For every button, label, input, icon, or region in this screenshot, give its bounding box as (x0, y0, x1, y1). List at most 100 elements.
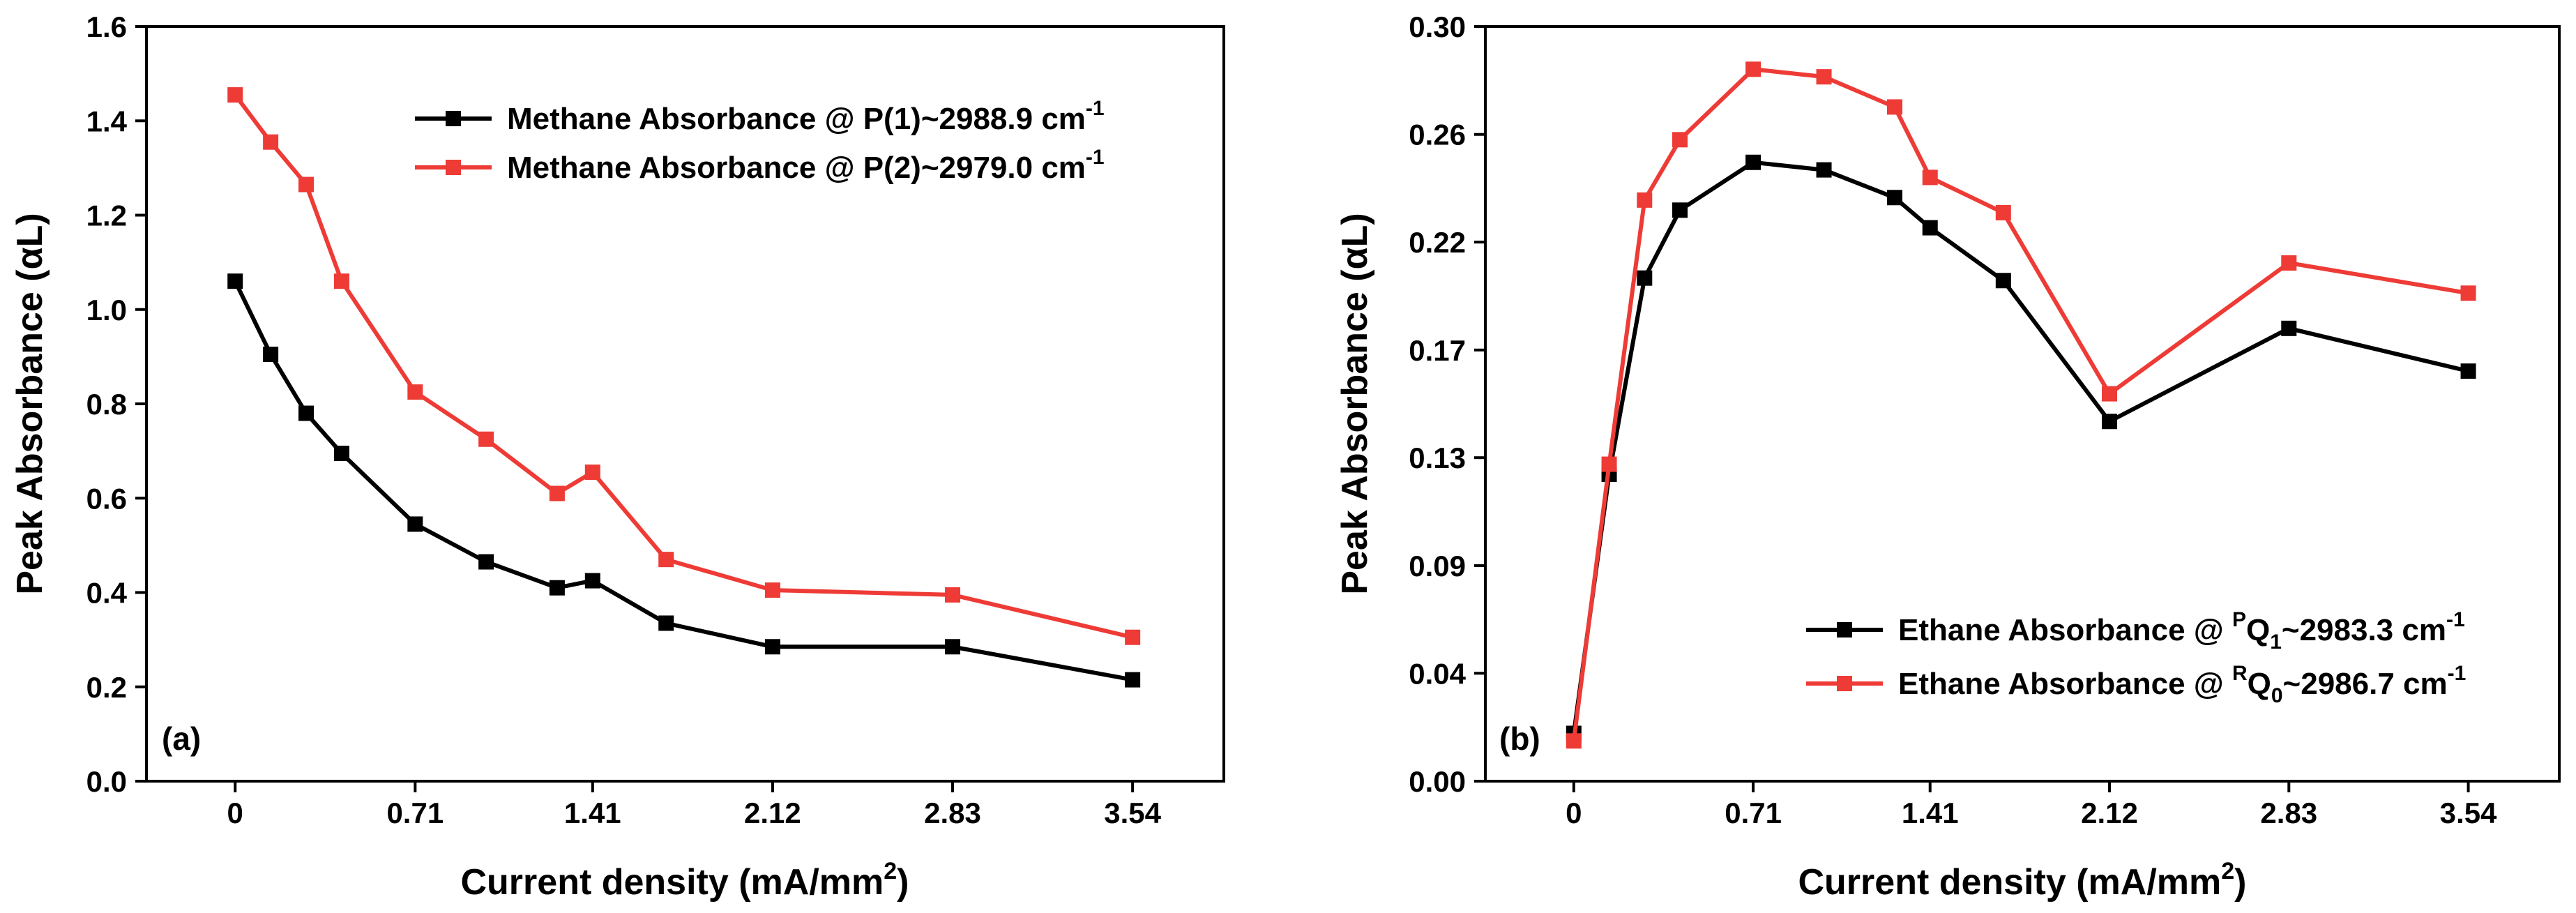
chart-panel-b: 0 0.71 1.41 2.12 2.83 3.54 0.00 0.04 0.09 0.13 0.1… (1335, 10, 2561, 903)
y-tick-label-b-1: 0.04 (1409, 657, 1466, 690)
data-point-a-1-8 (658, 552, 674, 568)
data-point-a-0-2 (298, 405, 315, 421)
data-point-a-0-9 (764, 639, 780, 655)
x-tick-label-b-1: 0.71 (1725, 797, 1782, 829)
data-point-a-0-0 (227, 273, 243, 289)
x-tick-label-b-5: 3.54 (2440, 797, 2497, 829)
plot-frame-b (1484, 25, 2561, 783)
x-tick-label-a-1: 0.71 (386, 797, 444, 829)
data-point-b-0-3 (1672, 202, 1688, 218)
y-tick-label-b-7: 0.30 (1409, 10, 1466, 43)
legend-marker-a-1 (446, 160, 461, 175)
data-point-b-0-6 (1887, 190, 1903, 206)
y-tick-label-b-6: 0.26 (1409, 119, 1466, 151)
data-point-b-0-2 (1637, 270, 1653, 286)
legend-a: Methane Absorbance @ P(1)~2988.9 cm-1 Me… (415, 97, 1105, 185)
legend-marker-b-0 (1837, 622, 1852, 637)
data-point-b-1-10 (2281, 255, 2297, 271)
data-point-a-1-10 (945, 587, 961, 603)
data-point-b-1-2 (1637, 192, 1653, 208)
x-axis-title-b: Current density (mA/mm2) (1798, 858, 2246, 903)
x-tick-label-b-3: 2.12 (2081, 797, 2138, 829)
y-axis-title-b: Peak Absorbance (αL) (1335, 213, 1375, 594)
y-tick-label-a-7: 1.4 (86, 105, 128, 137)
series-line-a-0 (233, 280, 1133, 682)
x-tick-label-a-4: 2.83 (924, 797, 981, 829)
legend-label-a-0: Methane Absorbance @ P(1)~2988.9 cm-1 (507, 97, 1105, 136)
data-point-a-1-1 (263, 134, 279, 150)
data-point-b-1-6 (1887, 99, 1903, 115)
data-point-b-0-8 (1995, 273, 2011, 289)
data-point-b-0-11 (2460, 363, 2476, 379)
data-point-b-1-3 (1672, 132, 1688, 148)
data-point-a-1-11 (1125, 629, 1141, 645)
data-point-b-0-10 (2281, 320, 2297, 336)
data-point-b-0-7 (1922, 220, 1938, 236)
data-point-b-0-9 (2102, 414, 2118, 430)
data-point-b-1-7 (1922, 169, 1938, 186)
data-point-a-0-7 (584, 573, 600, 589)
y-tick-label-a-3: 0.6 (86, 482, 127, 515)
x-tick-label-a-5: 3.54 (1104, 797, 1161, 829)
legend-b: Ethane Absorbance @ PQ1~2983.3 cm-1 Etha… (1806, 608, 2466, 707)
data-point-b-1-5 (1816, 69, 1832, 85)
data-point-a-0-3 (333, 446, 349, 462)
data-point-a-0-4 (407, 516, 423, 532)
data-point-a-0-6 (549, 580, 565, 596)
data-point-a-1-2 (298, 176, 315, 193)
data-point-b-1-9 (2102, 386, 2118, 402)
data-point-a-1-0 (227, 87, 243, 103)
y-tick-label-a-2: 0.4 (86, 577, 128, 610)
data-point-a-1-3 (333, 273, 349, 289)
data-point-b-1-4 (1745, 61, 1761, 77)
data-point-b-1-0 (1566, 733, 1582, 749)
data-point-a-1-7 (584, 465, 600, 481)
x-tick-label-a-0: 0 (227, 797, 243, 829)
y-tick-label-a-0: 0.0 (86, 765, 127, 798)
x-tick-label-b-4: 2.83 (2260, 797, 2317, 829)
data-point-b-1-11 (2460, 285, 2476, 301)
data-point-b-1-8 (1995, 204, 2011, 220)
series-line-b-0 (1571, 160, 2469, 734)
legend-marker-a-0 (446, 111, 461, 126)
y-tick-label-b-4: 0.17 (1409, 334, 1466, 367)
y-tick-label-a-4: 0.8 (86, 388, 127, 421)
y-tick-label-b-5: 0.22 (1409, 226, 1466, 259)
data-point-a-0-10 (945, 639, 961, 655)
legend-label-a-1: Methane Absorbance @ P(2)~2979.0 cm-1 (507, 146, 1105, 185)
series-group-b (1566, 61, 2476, 749)
data-point-a-0-1 (263, 346, 279, 362)
y-tick-label-b-3: 0.13 (1409, 442, 1466, 474)
series-group-a (227, 87, 1141, 688)
x-tick-label-a-2: 1.41 (564, 797, 621, 829)
y-axis-title-a: Peak Absorbance (αL) (10, 213, 50, 594)
series-line-b-1 (1571, 67, 2469, 741)
y-tick-label-b-0: 0.00 (1409, 765, 1466, 798)
data-point-a-0-8 (658, 615, 674, 631)
data-point-b-0-5 (1816, 162, 1832, 178)
legend-label-b-1: Ethane Absorbance @ RQ0~2986.7 cm-1 (1898, 662, 2466, 707)
y-tick-label-a-8: 1.6 (86, 10, 127, 43)
data-point-a-1-5 (478, 431, 494, 447)
data-point-b-0-4 (1745, 154, 1761, 170)
y-tick-label-a-1: 0.2 (86, 671, 127, 704)
legend-marker-b-1 (1837, 676, 1852, 691)
y-tick-label-b-2: 0.09 (1409, 550, 1466, 582)
x-tick-label-b-0: 0 (1566, 797, 1582, 829)
legend-label-b-0: Ethane Absorbance @ PQ1~2983.3 cm-1 (1898, 608, 2465, 654)
data-point-a-1-9 (764, 582, 780, 598)
y-tick-label-a-5: 1.0 (86, 294, 127, 326)
ticks-b: 0 0.71 1.41 2.12 2.83 3.54 0.00 0.04 0.09 0.13 0.1… (1409, 10, 2497, 829)
data-point-a-0-11 (1125, 672, 1141, 688)
x-tick-label-a-3: 2.12 (744, 797, 801, 829)
chart-panel-a: 0 0.71 1.41 2.12 2.83 3.54 0.0 0.2 0.4 0.6 0.8 1.0 1… (10, 10, 1225, 903)
data-point-a-1-6 (549, 485, 565, 501)
data-point-a-0-5 (478, 554, 494, 570)
panel-label-a: (a) (162, 720, 201, 757)
data-point-b-1-1 (1601, 456, 1617, 472)
panel-label-b: (b) (1499, 720, 1540, 757)
ticks-a: 0 0.71 1.41 2.12 2.83 3.54 0.0 0.2 0.4 0.6 0.8 1.0 1… (86, 10, 1162, 829)
x-tick-label-b-2: 1.41 (1902, 797, 1959, 829)
data-point-a-1-4 (407, 384, 423, 400)
